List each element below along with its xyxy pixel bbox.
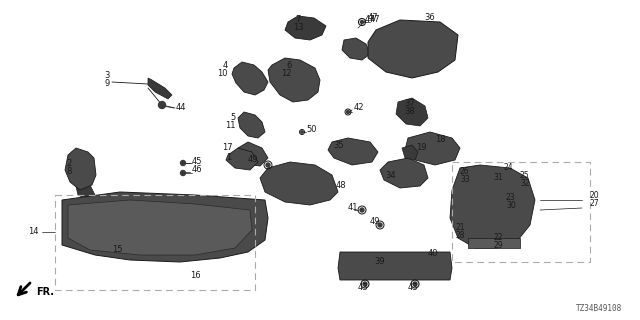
Polygon shape: [232, 62, 268, 95]
Polygon shape: [285, 16, 326, 40]
Text: 15: 15: [112, 245, 122, 254]
Text: 45: 45: [192, 157, 202, 166]
Polygon shape: [405, 132, 460, 165]
Text: 38: 38: [404, 108, 415, 116]
Polygon shape: [450, 165, 535, 248]
Text: 43: 43: [408, 284, 419, 292]
Text: 19: 19: [416, 143, 426, 153]
Polygon shape: [68, 200, 252, 255]
Text: 30: 30: [506, 202, 516, 211]
Text: 11: 11: [225, 122, 236, 131]
Text: 27: 27: [590, 199, 600, 209]
Text: 9: 9: [104, 79, 109, 89]
Polygon shape: [468, 238, 520, 248]
Text: 10: 10: [218, 69, 228, 78]
Text: 49: 49: [248, 156, 259, 164]
Circle shape: [378, 223, 382, 227]
Text: 20: 20: [590, 191, 600, 201]
Text: 47: 47: [370, 15, 381, 25]
Text: 44: 44: [176, 103, 186, 113]
Text: TZ34B49108: TZ34B49108: [576, 304, 622, 313]
Polygon shape: [396, 98, 428, 126]
Text: 23: 23: [506, 194, 516, 203]
Text: FR.: FR.: [36, 287, 54, 297]
Text: 12: 12: [282, 69, 292, 78]
Polygon shape: [368, 20, 458, 78]
Circle shape: [346, 110, 349, 114]
Text: 47: 47: [365, 15, 375, 25]
Text: 47: 47: [368, 13, 379, 22]
Polygon shape: [148, 78, 172, 99]
Polygon shape: [338, 252, 452, 280]
Polygon shape: [238, 112, 265, 138]
Text: 18: 18: [435, 135, 445, 145]
Text: 6: 6: [287, 61, 292, 70]
Circle shape: [363, 282, 367, 286]
Text: 37: 37: [404, 100, 415, 108]
Text: 33: 33: [460, 175, 470, 185]
Text: 49: 49: [370, 218, 381, 227]
Circle shape: [266, 163, 270, 167]
Text: 14: 14: [28, 228, 38, 236]
Polygon shape: [238, 142, 268, 166]
Polygon shape: [62, 192, 268, 262]
Polygon shape: [68, 155, 90, 185]
Text: 5: 5: [231, 114, 236, 123]
Bar: [452, 162, 590, 262]
Polygon shape: [402, 145, 418, 160]
Text: 21: 21: [455, 223, 465, 233]
Circle shape: [301, 131, 303, 133]
Text: 40: 40: [428, 250, 438, 259]
Polygon shape: [328, 138, 378, 165]
Circle shape: [180, 171, 186, 175]
Polygon shape: [380, 158, 428, 188]
Text: 25: 25: [520, 172, 530, 180]
Text: 29: 29: [494, 242, 504, 251]
Text: 41: 41: [348, 204, 358, 212]
Text: 50: 50: [306, 125, 317, 134]
Text: 31: 31: [493, 173, 502, 182]
Text: 36: 36: [424, 13, 435, 22]
Circle shape: [360, 20, 364, 23]
Text: 48: 48: [336, 180, 347, 189]
Text: 3: 3: [104, 71, 109, 81]
Polygon shape: [226, 148, 258, 170]
Text: 22: 22: [494, 234, 504, 243]
Text: 42: 42: [354, 103, 365, 113]
Text: 32: 32: [520, 180, 530, 188]
Polygon shape: [342, 38, 370, 60]
Text: 16: 16: [190, 271, 200, 281]
Text: 24: 24: [504, 164, 514, 172]
Text: 34: 34: [385, 171, 396, 180]
Circle shape: [180, 161, 186, 165]
Text: 43: 43: [358, 284, 369, 292]
Text: 46: 46: [192, 165, 203, 174]
Polygon shape: [65, 148, 96, 190]
Text: 28: 28: [455, 231, 465, 241]
Text: 8: 8: [67, 167, 72, 177]
Text: 2: 2: [67, 159, 72, 169]
Polygon shape: [75, 180, 95, 200]
Text: 39: 39: [374, 258, 385, 267]
Text: 17: 17: [222, 143, 233, 153]
Circle shape: [159, 101, 166, 108]
Text: 4: 4: [223, 61, 228, 70]
Text: 7: 7: [295, 15, 301, 25]
Circle shape: [413, 282, 417, 286]
Text: 13: 13: [292, 23, 303, 33]
Bar: [55, 195, 255, 290]
Text: 35: 35: [333, 140, 344, 149]
Circle shape: [360, 208, 364, 212]
Text: 1: 1: [226, 153, 231, 162]
Polygon shape: [260, 162, 338, 205]
Text: 26: 26: [460, 167, 470, 177]
Polygon shape: [268, 58, 320, 102]
